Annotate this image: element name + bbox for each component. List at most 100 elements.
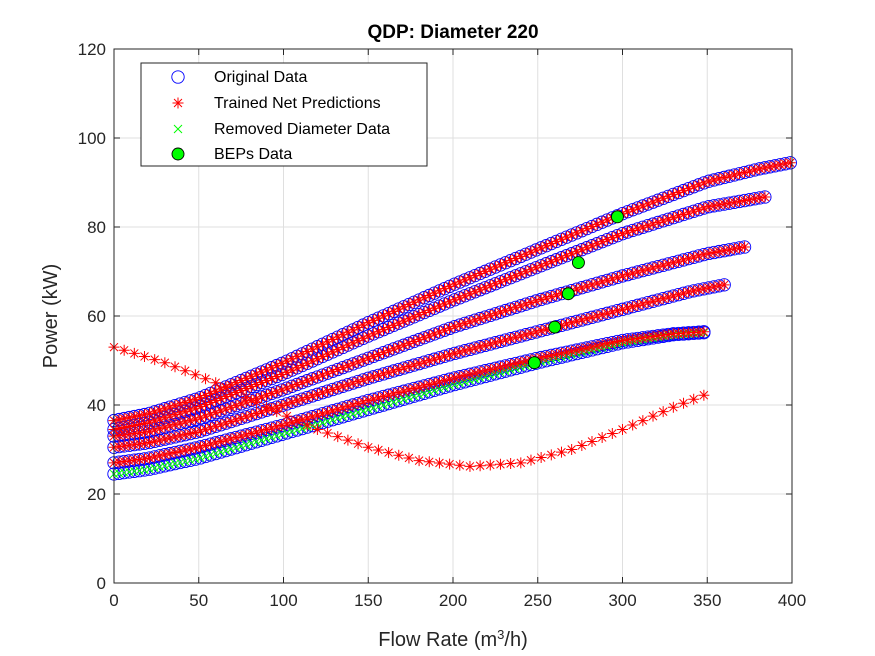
prediction-point (683, 207, 695, 219)
prediction-point (454, 276, 466, 288)
prediction-point (352, 376, 364, 388)
prediction-point (545, 291, 557, 303)
y-tick-label: 120 (78, 40, 106, 59)
x-tick-label: 350 (693, 591, 721, 610)
removed-data-point (267, 433, 276, 442)
prediction-point (637, 221, 649, 233)
prediction-point (759, 162, 771, 174)
prediction-point (128, 347, 140, 359)
prediction-point (617, 303, 628, 315)
prediction-point (383, 321, 395, 333)
prediction-point (205, 422, 217, 434)
prediction-point (154, 423, 166, 435)
removed-data-point (409, 392, 419, 401)
removed-data-point (170, 459, 180, 468)
prediction-point (296, 393, 308, 405)
prediction-point (200, 439, 212, 451)
prediction-point (240, 411, 252, 423)
prediction-point (362, 330, 374, 342)
prediction-point (637, 415, 649, 427)
prediction-point (261, 364, 273, 376)
prediction-point (601, 338, 613, 350)
prediction-point (530, 295, 542, 307)
prediction-point (413, 334, 425, 346)
prediction-point (749, 164, 761, 176)
prediction-point (311, 388, 323, 400)
x-tick-label: 300 (608, 591, 636, 610)
prediction-point (652, 261, 664, 273)
prediction-point (301, 419, 313, 431)
prediction-point (500, 334, 512, 346)
legend-label-beps: BEPs Data (214, 146, 292, 163)
prediction-point (291, 362, 303, 374)
x-tick-label: 50 (189, 591, 208, 610)
prediction-point (520, 329, 532, 341)
prediction-point (723, 244, 735, 256)
prediction-point (657, 259, 669, 271)
prediction-point (408, 383, 420, 395)
prediction-point (342, 379, 354, 391)
prediction-point (261, 401, 273, 413)
prediction-point (316, 338, 328, 350)
prediction-point (545, 349, 557, 361)
prediction-point (535, 452, 547, 464)
prediction-point (530, 244, 542, 256)
prediction-point (449, 278, 461, 290)
prediction-point (245, 370, 257, 382)
prediction-point (378, 324, 390, 336)
prediction-point (713, 173, 725, 185)
prediction-point (378, 310, 390, 322)
removed-data-point (165, 460, 175, 469)
prediction-point (678, 397, 690, 409)
prediction-point (525, 454, 537, 466)
prediction-point (128, 419, 140, 431)
prediction-point (423, 379, 435, 391)
prediction-point (118, 429, 130, 441)
prediction-point (347, 358, 359, 370)
prediction-point (581, 223, 593, 235)
prediction-point (342, 434, 354, 446)
prediction-point (281, 410, 293, 422)
prediction-point (464, 288, 476, 300)
prediction-point (133, 427, 145, 439)
prediction-point (220, 434, 232, 446)
prediction-point (372, 349, 384, 361)
prediction-point (505, 303, 517, 315)
prediction-point (535, 293, 547, 305)
legend-marker-circle (171, 70, 185, 84)
prediction-point (591, 340, 603, 352)
prediction-point (174, 407, 186, 419)
prediction-point (535, 260, 547, 272)
prediction-point (530, 326, 542, 338)
prediction-point (683, 286, 695, 298)
prediction-point (383, 389, 395, 401)
prediction-point (210, 385, 222, 397)
removed-data-point (369, 403, 378, 413)
prediction-point (520, 298, 532, 310)
prediction-point (494, 335, 506, 347)
removed-data-point (297, 424, 307, 433)
prediction-point (459, 369, 471, 381)
series-trained-net-predictions (108, 157, 796, 472)
prediction-point (586, 435, 598, 447)
prediction-point (123, 439, 135, 451)
prediction-point (144, 452, 156, 464)
prediction-point (128, 454, 140, 466)
prediction-point (632, 266, 644, 278)
prediction-point (179, 405, 191, 417)
prediction-point (444, 373, 456, 385)
prediction-point (250, 408, 262, 420)
removed-data-point (216, 447, 225, 457)
prediction-point (596, 339, 608, 351)
prediction-point (708, 174, 720, 186)
prediction-point (667, 188, 679, 200)
prediction-point (622, 269, 634, 281)
removed-data-point (328, 415, 337, 424)
prediction-point (271, 406, 283, 418)
prediction-point (311, 371, 323, 383)
prediction-point (698, 326, 710, 338)
prediction-point (555, 288, 567, 300)
prediction-point (678, 287, 690, 299)
prediction-point (484, 309, 496, 321)
prediction-point (428, 302, 440, 314)
